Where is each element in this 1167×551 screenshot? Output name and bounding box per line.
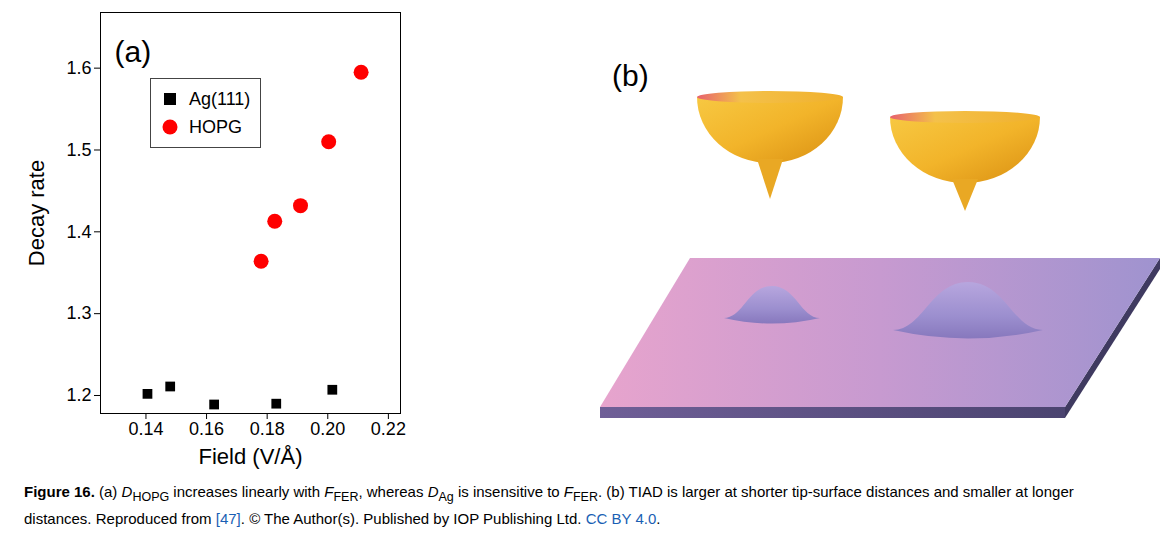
svg-text:1.3: 1.3 — [66, 303, 91, 323]
svg-text:1.4: 1.4 — [66, 222, 91, 242]
svg-text:1.2: 1.2 — [66, 385, 91, 405]
svg-text:0.16: 0.16 — [189, 419, 224, 439]
svg-text:0.20: 0.20 — [310, 419, 345, 439]
svg-text:1.6: 1.6 — [66, 58, 91, 78]
svg-text:(a): (a) — [115, 35, 152, 68]
html-text:Ag(111): Ag(111) — [189, 89, 251, 109]
svg-text:Field (V/Å): Field (V/Å) — [199, 444, 303, 469]
svg-text:Decay rate: Decay rate — [24, 160, 49, 266]
svg-text:(b): (b) — [612, 59, 649, 92]
svg-text:0.18: 0.18 — [250, 419, 285, 439]
svg-text:0.14: 0.14 — [128, 419, 163, 439]
svg-text:0.22: 0.22 — [371, 419, 406, 439]
svg-text:1.5: 1.5 — [66, 140, 91, 160]
html-text:HOPG: HOPG — [189, 117, 242, 137]
html-text:Figure 16. (a) DHOPGincreases: Figure 16. (a) DHOPGincreases linearly w… — [24, 483, 1074, 527]
